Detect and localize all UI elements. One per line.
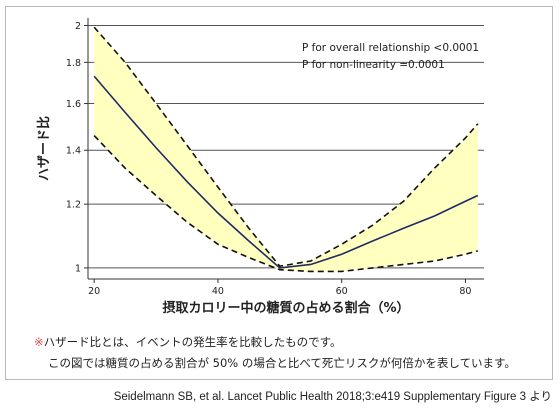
y-tick-label: 2 [75, 21, 81, 32]
note-text-1: ハザード比とは、イベントの発生率を比較したものです。 [43, 335, 342, 349]
y-tick-label: 1.8 [66, 58, 81, 69]
lower-bound-line [93, 135, 479, 273]
hazard-ratio-chart: 1 1.2 1.4 1.6 1.8 2 20 40 60 80 ハザード比摂取カロリー中の糖質の占め… [36, 18, 484, 316]
y-tick-label: 1.6 [66, 99, 81, 110]
x-tick-label: 80 [459, 286, 471, 297]
note-line-1: ※ハザード比とは、イベントの発生率を比較したものです。 [34, 334, 342, 350]
note-mark: ※ [34, 335, 44, 349]
x-tick-label: 20 [88, 286, 100, 297]
y-axis-label: ハザード比 [36, 116, 52, 181]
source-citation: Seidelmann SB, et al. Lancet Public Heal… [113, 391, 552, 403]
y-tick-label: 1 [75, 263, 81, 274]
p-value-annotation: P for non-linearity =0.0001 [302, 59, 445, 71]
x-axis-label: 摂取カロリー中の糖質の占める割合（%） [162, 300, 409, 316]
note-line-2: この図では糖質の占める割合が 50% の場合と比べて死亡リスクが何倍かを表してい… [48, 356, 516, 370]
upper-bound-line [93, 26, 479, 268]
p-value-annotation: P for overall relationship <0.0001 [302, 42, 479, 54]
confidence-band [94, 27, 478, 272]
x-tick-label: 40 [212, 286, 224, 297]
y-tick-label: 1.2 [66, 200, 81, 211]
x-tick-label: 60 [336, 286, 348, 297]
estimate-line [93, 75, 479, 269]
y-tick-label: 1.4 [66, 146, 81, 157]
